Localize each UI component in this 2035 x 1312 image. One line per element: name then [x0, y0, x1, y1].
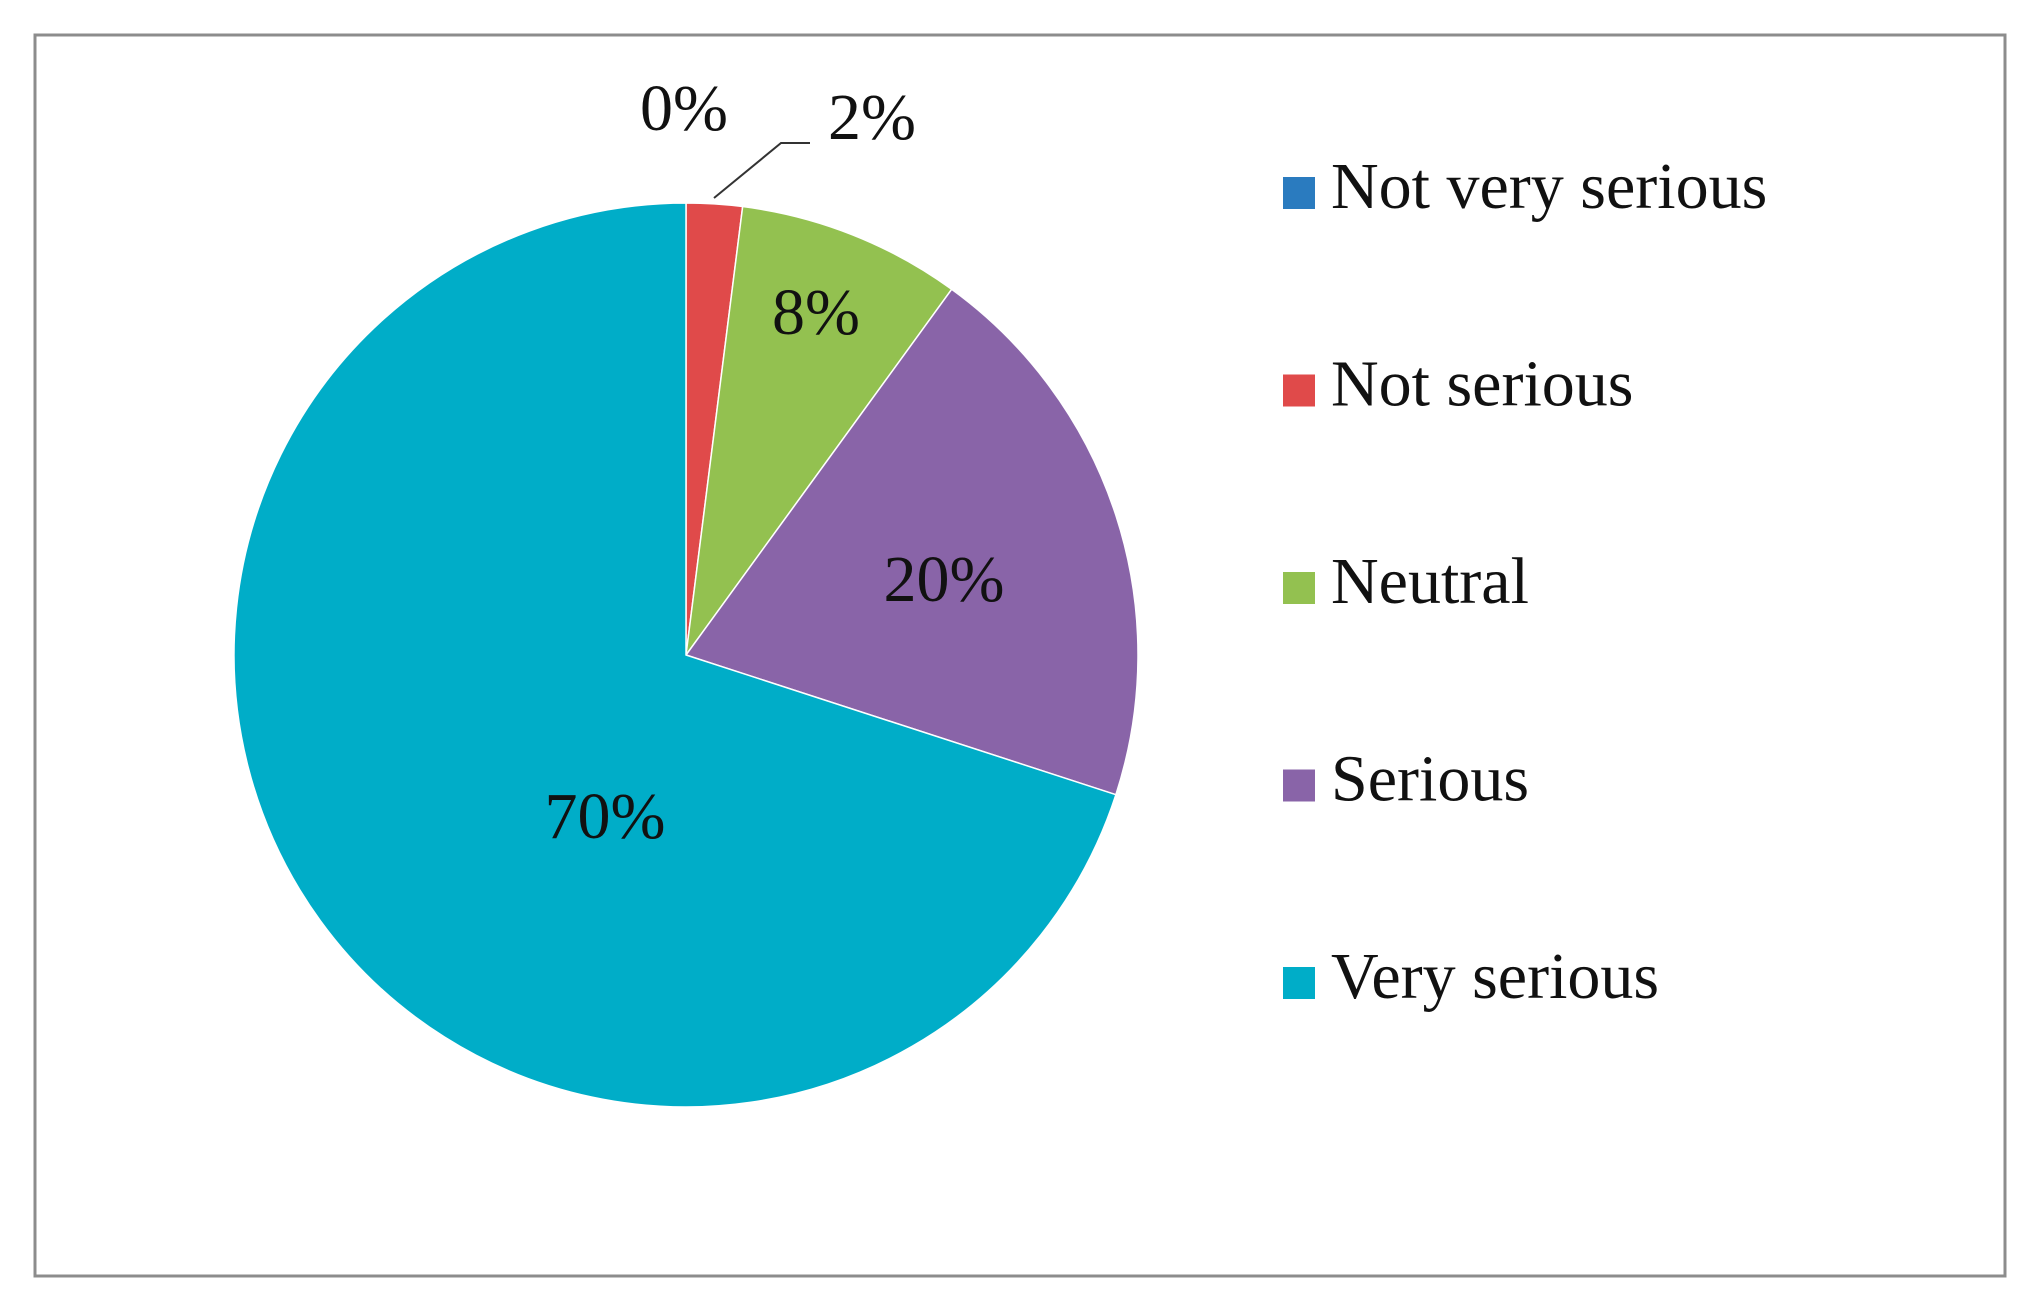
data-label: 0%: [640, 72, 728, 145]
pie-slice: [685, 205, 953, 656]
data-label: 8%: [772, 276, 860, 349]
data-labels: 0% 2% 8% 20% 70%: [545, 72, 1005, 853]
leader-line: [713, 142, 810, 199]
data-label: 2%: [828, 81, 916, 154]
legend-swatch: [1283, 769, 1315, 802]
pie-slice: [233, 202, 1117, 1108]
data-label: 70%: [545, 780, 666, 853]
data-label: 20%: [884, 543, 1005, 616]
pie-slice: [684, 288, 1139, 796]
legend-swatch: [1283, 572, 1315, 604]
legend-label: Serious: [1331, 743, 1529, 816]
legend-swatch: [1283, 967, 1315, 999]
legend-label: Neutral: [1331, 545, 1529, 618]
legend-swatch: [1283, 374, 1315, 407]
pie: [233, 202, 1139, 1108]
legend-label: Not very serious: [1331, 150, 1767, 223]
legend-swatch: [1283, 177, 1315, 209]
legend-label: Not serious: [1331, 348, 1633, 421]
legend-label: Very serious: [1331, 940, 1659, 1013]
legend: Not very serious Not serious Neutral Seriou…: [1283, 150, 1767, 1013]
